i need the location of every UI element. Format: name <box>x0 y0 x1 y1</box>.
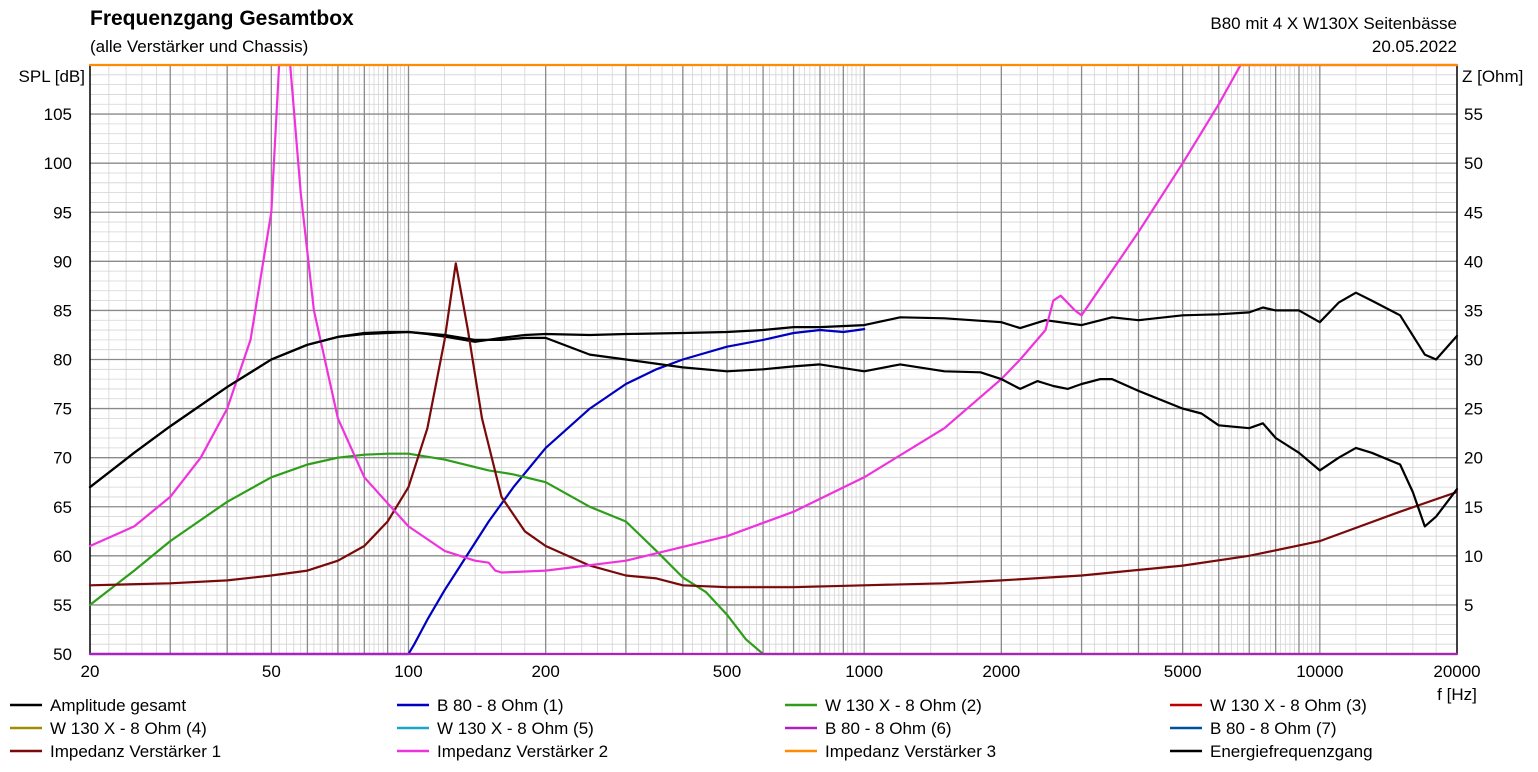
legend-entry: B 80 - 8 Ohm (6) <box>825 719 952 738</box>
x-tick-label: 2000 <box>982 662 1020 681</box>
legend-entry: Impedanz Verstärker 2 <box>437 742 608 761</box>
x-tick-label: 50 <box>262 662 281 681</box>
x-tick-label: 20000 <box>1433 662 1480 681</box>
series-lines <box>88 63 1459 656</box>
y-left-tick-label: 70 <box>53 449 72 468</box>
y-left-tick-label: 60 <box>53 547 72 566</box>
legend-entry: W 130 X - 8 Ohm (2) <box>825 696 982 715</box>
y-right-tick-label: 55 <box>1464 105 1483 124</box>
y-right-tick-labels: 5 10 15 20 25 30 35 40 45 50 55 <box>1464 105 1483 615</box>
y-left-tick-label: 65 <box>53 498 72 517</box>
y-left-tick-labels: 50 55 60 65 70 75 80 85 90 95 100 105 <box>44 105 72 664</box>
legend-entry: Impedanz Verstärker 3 <box>825 742 996 761</box>
x-tick-label: 500 <box>713 662 741 681</box>
x-tick-labels: 20 50 100 200 500 1000 2000 5000 10000 20000 <box>81 662 1481 681</box>
chart-title: Frequenzgang Gesamtbox <box>90 7 354 30</box>
y-right-tick-label: 15 <box>1464 498 1483 517</box>
y-left-tick-label: 55 <box>53 596 72 615</box>
x-tick-label: 20 <box>81 662 100 681</box>
x-tick-label: 200 <box>531 662 559 681</box>
y-right-tick-label: 50 <box>1464 154 1483 173</box>
y-axis-right-label: Z [Ohm] <box>1462 67 1523 86</box>
legend-entry: W 130 X - 8 Ohm (4) <box>50 719 207 738</box>
x-tick-label: 100 <box>394 662 422 681</box>
y-right-tick-label: 40 <box>1464 252 1483 271</box>
series-line-impedanz-verst-rker-2 <box>88 63 1459 574</box>
y-right-tick-label: 10 <box>1464 547 1483 566</box>
y-right-tick-label: 25 <box>1464 400 1483 419</box>
x-tick-label: 10000 <box>1296 662 1343 681</box>
chart-annotation-date: 20.05.2022 <box>1372 37 1457 56</box>
y-left-tick-label: 50 <box>53 645 72 664</box>
y-left-tick-label: 100 <box>44 154 72 173</box>
y-left-tick-label: 90 <box>53 252 72 271</box>
y-right-tick-label: 5 <box>1464 596 1473 615</box>
series-line-impedanz-verst-rker-1 <box>88 262 1459 589</box>
y-left-tick-label: 85 <box>53 301 72 320</box>
series-line-energiefrequenzgang <box>88 330 1459 528</box>
y-right-tick-label: 20 <box>1464 449 1483 468</box>
legend: Amplitude gesamt B 80 - 8 Ohm (1) W 130 X … <box>10 696 1373 761</box>
legend-entry: Impedanz Verstärker 1 <box>50 742 221 761</box>
y-right-tick-label: 45 <box>1464 203 1483 222</box>
legend-entry: B 80 - 8 Ohm (1) <box>437 696 564 715</box>
legend-entry: W 130 X - 8 Ohm (5) <box>437 719 594 738</box>
series-line-w-130-x-8-ohm-2 <box>88 452 1459 656</box>
legend-entry: Energiefrequenzgang <box>1210 742 1373 761</box>
legend-entry: W 130 X - 8 Ohm (3) <box>1210 696 1367 715</box>
chart-subtitle: (alle Verstärker und Chassis) <box>90 37 308 56</box>
y-left-tick-label: 75 <box>53 400 72 419</box>
y-left-tick-label: 95 <box>53 203 72 222</box>
chart-annotation-model: B80 mit 4 X W130X Seitenbässe <box>1210 14 1457 33</box>
y-right-tick-label: 35 <box>1464 301 1483 320</box>
y-left-tick-label: 105 <box>44 105 72 124</box>
x-tick-label: 1000 <box>845 662 883 681</box>
legend-entry: B 80 - 8 Ohm (7) <box>1210 719 1337 738</box>
y-axis-left-label: SPL [dB] <box>19 67 85 86</box>
series-line-b-80-8-ohm-1 <box>88 328 866 656</box>
x-axis-label: f [Hz] <box>1437 685 1477 704</box>
legend-entry: Amplitude gesamt <box>50 696 186 715</box>
y-right-tick-label: 30 <box>1464 351 1483 370</box>
y-left-tick-label: 80 <box>53 351 72 370</box>
x-tick-label: 5000 <box>1164 662 1202 681</box>
